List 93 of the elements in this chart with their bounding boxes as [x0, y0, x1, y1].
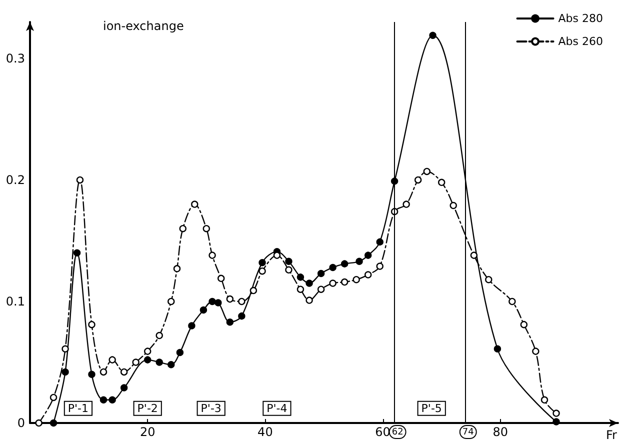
point: [214, 299, 222, 306]
y-tick-label: 0.3: [6, 51, 25, 66]
point: [364, 252, 372, 259]
point: [364, 271, 372, 278]
chart-title: ion-exchange: [103, 19, 184, 33]
point: [50, 419, 58, 427]
point: [144, 356, 152, 364]
point: [285, 258, 292, 265]
point: [132, 358, 140, 366]
point: [414, 176, 422, 184]
point: [429, 32, 436, 39]
point: [200, 306, 208, 314]
point: [108, 396, 116, 404]
annotation: P'-1: [68, 402, 89, 415]
point: [73, 249, 81, 256]
point: [508, 298, 516, 306]
point: [35, 419, 42, 427]
x-axis-title: Fr: [606, 428, 618, 441]
annotation: P'-5: [421, 402, 442, 415]
point: [329, 280, 336, 287]
point: [450, 202, 457, 210]
point: [552, 410, 560, 417]
point: [438, 178, 446, 186]
point: [494, 345, 502, 352]
point: [532, 348, 540, 355]
x-tick-label: 20: [140, 425, 156, 439]
point: [144, 348, 152, 355]
y-tick-label: 0.1: [6, 294, 25, 308]
point: [179, 224, 186, 232]
point: [156, 332, 163, 340]
point: [88, 320, 96, 328]
point: [238, 298, 246, 306]
point: [273, 252, 281, 259]
point: [176, 348, 184, 356]
point: [552, 418, 560, 426]
point: [329, 264, 336, 272]
point: [108, 356, 116, 364]
point: [202, 224, 210, 232]
point: [285, 266, 292, 274]
point: [306, 296, 313, 304]
point: [376, 262, 384, 270]
point: [208, 298, 216, 306]
point: [218, 274, 225, 282]
point: [485, 276, 492, 284]
point: [88, 370, 96, 378]
point: [50, 394, 58, 402]
point: [423, 168, 430, 176]
point: [226, 295, 234, 303]
y-tick-label: 0: [17, 416, 25, 430]
point: [168, 298, 175, 306]
point: [317, 270, 325, 278]
y-tick-label: 0.2: [6, 172, 25, 187]
point: [62, 345, 69, 352]
point: [100, 396, 108, 404]
point: [306, 280, 313, 287]
point: [76, 176, 84, 184]
legend-label: Abs 260: [558, 35, 604, 48]
point: [156, 358, 163, 366]
point: [296, 286, 304, 293]
point: [340, 278, 348, 286]
point: [168, 361, 175, 368]
point: [238, 312, 246, 320]
point: [402, 200, 410, 208]
point: [540, 396, 548, 404]
point: [258, 259, 266, 266]
point: [226, 318, 234, 326]
point: [340, 260, 348, 268]
point: [173, 265, 181, 272]
x-tick-label: 60: [375, 425, 390, 439]
point: [317, 286, 325, 293]
point: [188, 322, 196, 330]
point: [120, 384, 128, 392]
ref-line-label: 74: [462, 428, 474, 438]
point: [470, 252, 478, 259]
point: [258, 268, 266, 275]
point: [62, 368, 69, 376]
point: [520, 320, 528, 328]
point: [100, 368, 108, 376]
x-tick-label: 80: [492, 425, 508, 439]
ref-line-label: 62: [392, 428, 404, 438]
point: [120, 368, 128, 376]
point: [376, 238, 384, 246]
x-tick-label: 40: [258, 425, 273, 439]
point: [250, 286, 258, 294]
point: [296, 274, 304, 281]
point: [191, 200, 198, 208]
annotation: P'-3: [200, 402, 222, 415]
point: [352, 276, 360, 284]
annotation: P'-4: [266, 402, 288, 415]
point: [356, 258, 363, 265]
legend-label: Abs 280: [558, 12, 604, 25]
point: [208, 252, 216, 259]
annotation: P'-2: [137, 402, 158, 415]
